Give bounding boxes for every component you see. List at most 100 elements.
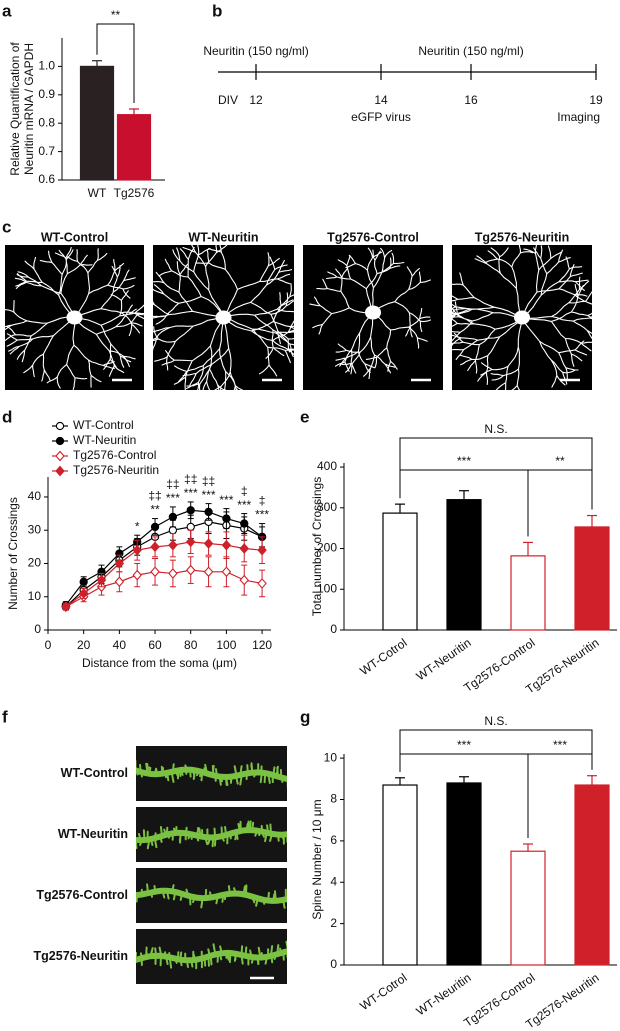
- timeline-start: DIV: [218, 93, 238, 107]
- significance-dagger: ‡‡: [202, 474, 215, 488]
- marker: [204, 507, 213, 517]
- x-tick-label: 60: [148, 638, 162, 652]
- marker: [186, 522, 195, 532]
- marker: [185, 536, 196, 548]
- panel-label: d: [2, 407, 12, 426]
- image-title: Tg2576-Control: [327, 230, 419, 244]
- x-axis-title: Distance from the soma (μm): [82, 656, 237, 670]
- y-tick-label: 300: [317, 500, 337, 514]
- marker: [150, 522, 160, 532]
- y-tick-label: 0.7: [38, 144, 55, 158]
- soma: [514, 310, 530, 325]
- marker: [79, 577, 88, 586]
- row-label: WT-Neuritin: [58, 827, 128, 841]
- significance-label: **: [555, 454, 565, 468]
- y-tick-label: 4: [330, 874, 337, 888]
- marker: [114, 576, 125, 588]
- y-tick-label: 0.8: [38, 115, 55, 129]
- marker: [221, 539, 232, 551]
- y-tick-label: 0: [34, 622, 41, 636]
- marker: [132, 569, 142, 581]
- y-axis-title: Total number of Crossings: [310, 477, 324, 616]
- y-tick-label: 30: [28, 522, 42, 536]
- legend-label: Tg2576-Neuritin: [73, 463, 159, 477]
- legend-label: WT-Neuritin: [73, 433, 136, 447]
- y-tick-label: 0.6: [38, 172, 55, 186]
- y-axis-title: Number of Crossings: [6, 497, 20, 610]
- marker: [240, 519, 249, 528]
- y-tick-label: 0: [330, 622, 337, 636]
- marker: [203, 566, 214, 578]
- marker: [203, 538, 214, 549]
- marker: [168, 512, 178, 522]
- image-title: Tg2576-Neuritin: [475, 230, 569, 244]
- timeline-day: 19: [589, 93, 603, 107]
- significance-star: ***: [202, 488, 216, 502]
- significance-label: **: [111, 8, 121, 22]
- dendrite: [136, 948, 287, 964]
- significance-bracket: [399, 729, 593, 772]
- legend-label: WT-Control: [73, 418, 134, 432]
- y-tick-label: 0: [330, 957, 337, 971]
- y-tick-label: 2: [330, 916, 337, 930]
- marker: [150, 566, 160, 578]
- significance-dagger: ‡: [241, 484, 248, 498]
- y-tick-label: 0.9: [38, 87, 55, 101]
- marker: [239, 543, 249, 554]
- marker: [257, 544, 267, 556]
- y-tick-label: 6: [330, 833, 337, 847]
- y-tick-label: 100: [317, 581, 337, 595]
- significance-star: *: [135, 519, 140, 533]
- marker: [61, 601, 71, 613]
- marker: [114, 558, 125, 569]
- significance-dagger: ‡‡: [184, 472, 197, 486]
- marker: [239, 574, 249, 586]
- y-tick-label: 400: [317, 459, 337, 473]
- panel-label: f: [2, 707, 8, 726]
- marker: [222, 514, 231, 523]
- y-tick-label: 40: [28, 489, 42, 503]
- x-tick-label: 20: [77, 638, 91, 652]
- panel-label: e: [300, 407, 309, 426]
- row-label: WT-Control: [61, 766, 128, 780]
- y-tick-label: 8: [330, 792, 337, 806]
- timeline-event: Neuritin (150 ng/ml): [418, 44, 523, 58]
- y-axis-title: Relative Quantification of: [8, 42, 22, 176]
- panel-label: b: [212, 1, 222, 20]
- dendrite: [136, 887, 287, 904]
- significance-star: ***: [237, 498, 251, 512]
- y-axis-title: Neuritin mRNA / GAPDH: [22, 43, 36, 175]
- marker: [186, 506, 195, 515]
- x-tick-label: WT: [88, 186, 107, 200]
- marker: [150, 541, 160, 553]
- bar: [510, 555, 546, 631]
- significance-star: ***: [166, 491, 180, 505]
- marker: [78, 588, 89, 599]
- significance-star: ***: [255, 508, 269, 522]
- significance-star: ***: [184, 486, 198, 500]
- significance-label: N.S.: [484, 422, 507, 436]
- y-tick-label: 10: [28, 589, 42, 603]
- timeline-day: 14: [374, 93, 388, 107]
- legend-marker: [55, 450, 65, 462]
- significance-label: N.S.: [484, 714, 507, 728]
- soma: [66, 310, 83, 325]
- x-tick-label: 40: [113, 638, 127, 652]
- marker: [168, 526, 178, 535]
- panel-label: c: [2, 217, 11, 236]
- bar: [446, 782, 482, 966]
- marker: [96, 574, 107, 586]
- dendrite: [136, 827, 287, 844]
- y-tick-label: 20: [28, 556, 42, 570]
- significance-dagger: ‡‡: [166, 477, 179, 491]
- bar: [574, 784, 610, 966]
- legend-marker: [55, 436, 65, 446]
- image-title: WT-Control: [41, 230, 108, 244]
- significance-dagger: ‡‡: [148, 489, 161, 503]
- bar: [116, 114, 152, 181]
- significance-bracket: [96, 23, 135, 103]
- significance-dagger: ‡: [259, 494, 266, 508]
- bar: [79, 65, 115, 181]
